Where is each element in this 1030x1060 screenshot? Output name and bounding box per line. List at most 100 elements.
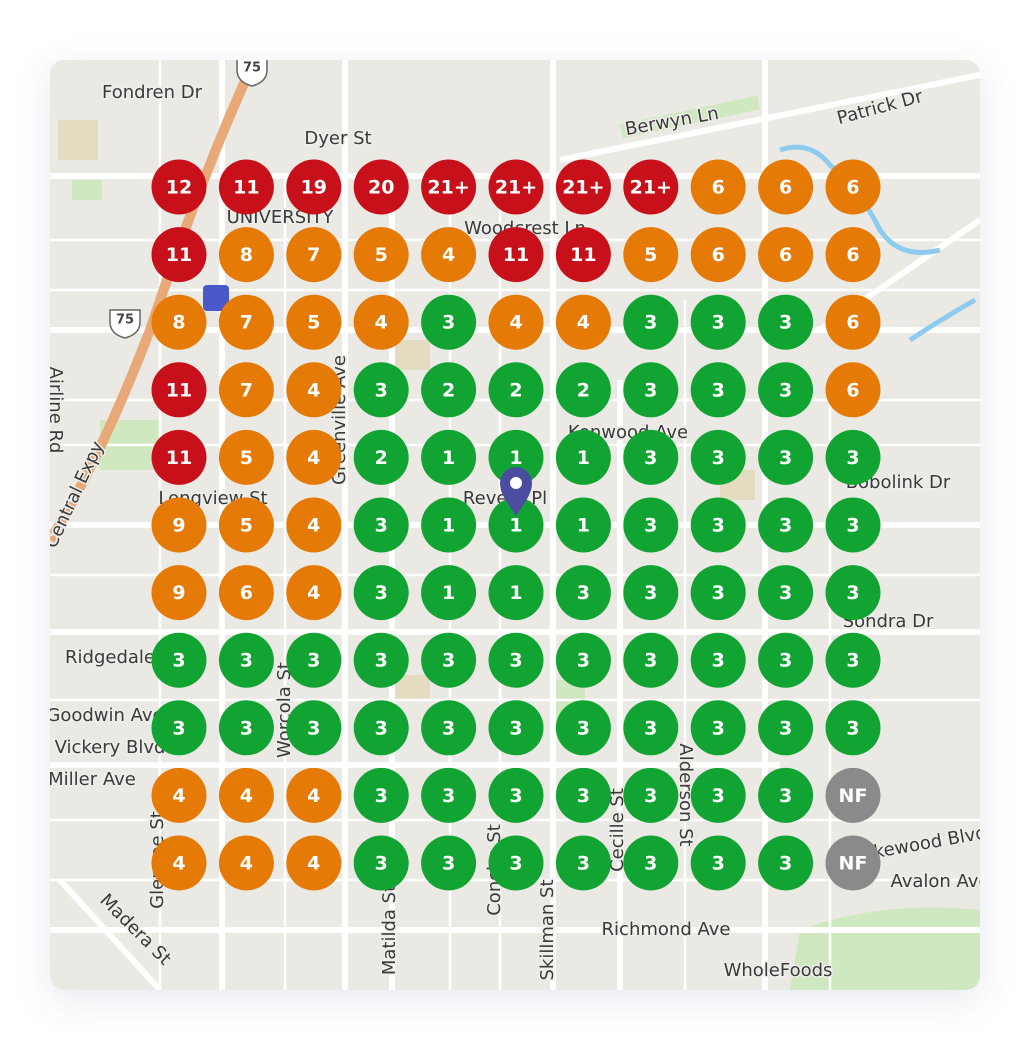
rank-marker[interactable] xyxy=(488,767,544,823)
rank-marker[interactable] xyxy=(555,429,611,485)
rank-marker[interactable] xyxy=(623,700,679,756)
rank-marker[interactable] xyxy=(151,429,207,485)
rank-marker[interactable] xyxy=(286,700,342,756)
rank-marker[interactable] xyxy=(218,767,274,823)
rank-marker[interactable] xyxy=(555,497,611,553)
rank-marker[interactable] xyxy=(488,227,544,283)
rank-marker[interactable] xyxy=(488,565,544,621)
rank-marker[interactable] xyxy=(488,632,544,688)
rank-marker[interactable] xyxy=(690,632,746,688)
rank-marker[interactable] xyxy=(758,159,814,215)
rank-marker[interactable] xyxy=(825,497,881,553)
rank-marker[interactable] xyxy=(353,429,409,485)
rank-marker[interactable] xyxy=(488,835,544,891)
rank-marker[interactable] xyxy=(690,700,746,756)
rank-marker[interactable] xyxy=(218,700,274,756)
rank-marker[interactable] xyxy=(623,362,679,418)
rank-marker[interactable] xyxy=(758,632,814,688)
rank-marker[interactable] xyxy=(488,429,544,485)
rank-marker[interactable] xyxy=(353,497,409,553)
rank-marker[interactable] xyxy=(623,565,679,621)
rank-marker[interactable] xyxy=(151,700,207,756)
rank-marker[interactable] xyxy=(825,700,881,756)
rank-marker[interactable] xyxy=(353,565,409,621)
rank-marker[interactable] xyxy=(623,227,679,283)
rank-marker[interactable] xyxy=(825,632,881,688)
rank-marker[interactable] xyxy=(690,565,746,621)
rank-marker[interactable] xyxy=(218,835,274,891)
rank-marker[interactable] xyxy=(825,159,881,215)
rank-marker[interactable] xyxy=(690,227,746,283)
rank-marker[interactable] xyxy=(151,767,207,823)
rank-marker[interactable] xyxy=(623,632,679,688)
rank-marker[interactable] xyxy=(353,227,409,283)
rank-marker[interactable] xyxy=(555,632,611,688)
rank-marker[interactable] xyxy=(690,767,746,823)
rank-marker[interactable] xyxy=(421,497,477,553)
rank-marker[interactable] xyxy=(555,159,611,215)
rank-marker[interactable] xyxy=(218,497,274,553)
rank-marker[interactable] xyxy=(151,362,207,418)
rank-marker[interactable] xyxy=(421,632,477,688)
rank-marker[interactable] xyxy=(555,294,611,350)
rank-marker[interactable] xyxy=(758,835,814,891)
rank-marker[interactable] xyxy=(758,362,814,418)
rank-marker[interactable] xyxy=(421,767,477,823)
rank-marker[interactable] xyxy=(218,294,274,350)
rank-marker[interactable] xyxy=(825,835,881,891)
rank-marker[interactable] xyxy=(488,700,544,756)
rank-marker[interactable] xyxy=(421,362,477,418)
rank-marker[interactable] xyxy=(353,835,409,891)
rank-marker[interactable] xyxy=(353,362,409,418)
rank-marker[interactable] xyxy=(488,159,544,215)
rank-marker[interactable] xyxy=(690,294,746,350)
rank-marker[interactable] xyxy=(555,700,611,756)
rank-marker[interactable] xyxy=(825,362,881,418)
rank-marker[interactable] xyxy=(218,632,274,688)
rank-marker[interactable] xyxy=(218,429,274,485)
rank-marker[interactable] xyxy=(555,835,611,891)
rank-marker[interactable] xyxy=(555,767,611,823)
rank-marker[interactable] xyxy=(286,227,342,283)
rank-marker[interactable] xyxy=(286,159,342,215)
rank-marker[interactable] xyxy=(218,227,274,283)
rank-marker[interactable] xyxy=(286,362,342,418)
rank-marker[interactable] xyxy=(151,294,207,350)
rank-marker[interactable] xyxy=(758,565,814,621)
rank-marker[interactable] xyxy=(421,227,477,283)
rank-marker[interactable] xyxy=(555,565,611,621)
rank-marker[interactable] xyxy=(825,227,881,283)
rank-marker[interactable] xyxy=(690,362,746,418)
rank-marker[interactable] xyxy=(421,429,477,485)
rank-marker[interactable] xyxy=(555,362,611,418)
rank-marker[interactable] xyxy=(286,632,342,688)
rank-marker[interactable] xyxy=(758,497,814,553)
rank-marker[interactable] xyxy=(488,362,544,418)
rank-marker[interactable] xyxy=(353,700,409,756)
rank-marker[interactable] xyxy=(690,429,746,485)
rank-marker[interactable] xyxy=(758,294,814,350)
rank-marker[interactable] xyxy=(623,294,679,350)
rank-marker[interactable] xyxy=(690,835,746,891)
rank-marker[interactable] xyxy=(353,632,409,688)
rank-marker[interactable] xyxy=(825,565,881,621)
rank-marker[interactable] xyxy=(690,497,746,553)
rank-marker[interactable] xyxy=(353,294,409,350)
rank-marker[interactable] xyxy=(623,497,679,553)
rank-marker[interactable] xyxy=(151,227,207,283)
rank-marker[interactable] xyxy=(286,294,342,350)
rank-marker[interactable] xyxy=(488,497,544,553)
rank-marker[interactable] xyxy=(421,835,477,891)
rank-marker[interactable] xyxy=(758,227,814,283)
rank-marker[interactable] xyxy=(218,362,274,418)
rank-marker[interactable] xyxy=(421,700,477,756)
rank-marker[interactable] xyxy=(286,565,342,621)
rank-marker[interactable] xyxy=(151,565,207,621)
rank-marker[interactable] xyxy=(151,159,207,215)
rank-marker[interactable] xyxy=(421,565,477,621)
rank-marker[interactable] xyxy=(623,159,679,215)
rank-marker[interactable] xyxy=(758,700,814,756)
rank-marker[interactable] xyxy=(286,429,342,485)
rank-marker[interactable] xyxy=(825,429,881,485)
